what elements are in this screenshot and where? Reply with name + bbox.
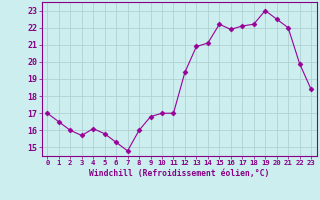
X-axis label: Windchill (Refroidissement éolien,°C): Windchill (Refroidissement éolien,°C): [89, 169, 269, 178]
